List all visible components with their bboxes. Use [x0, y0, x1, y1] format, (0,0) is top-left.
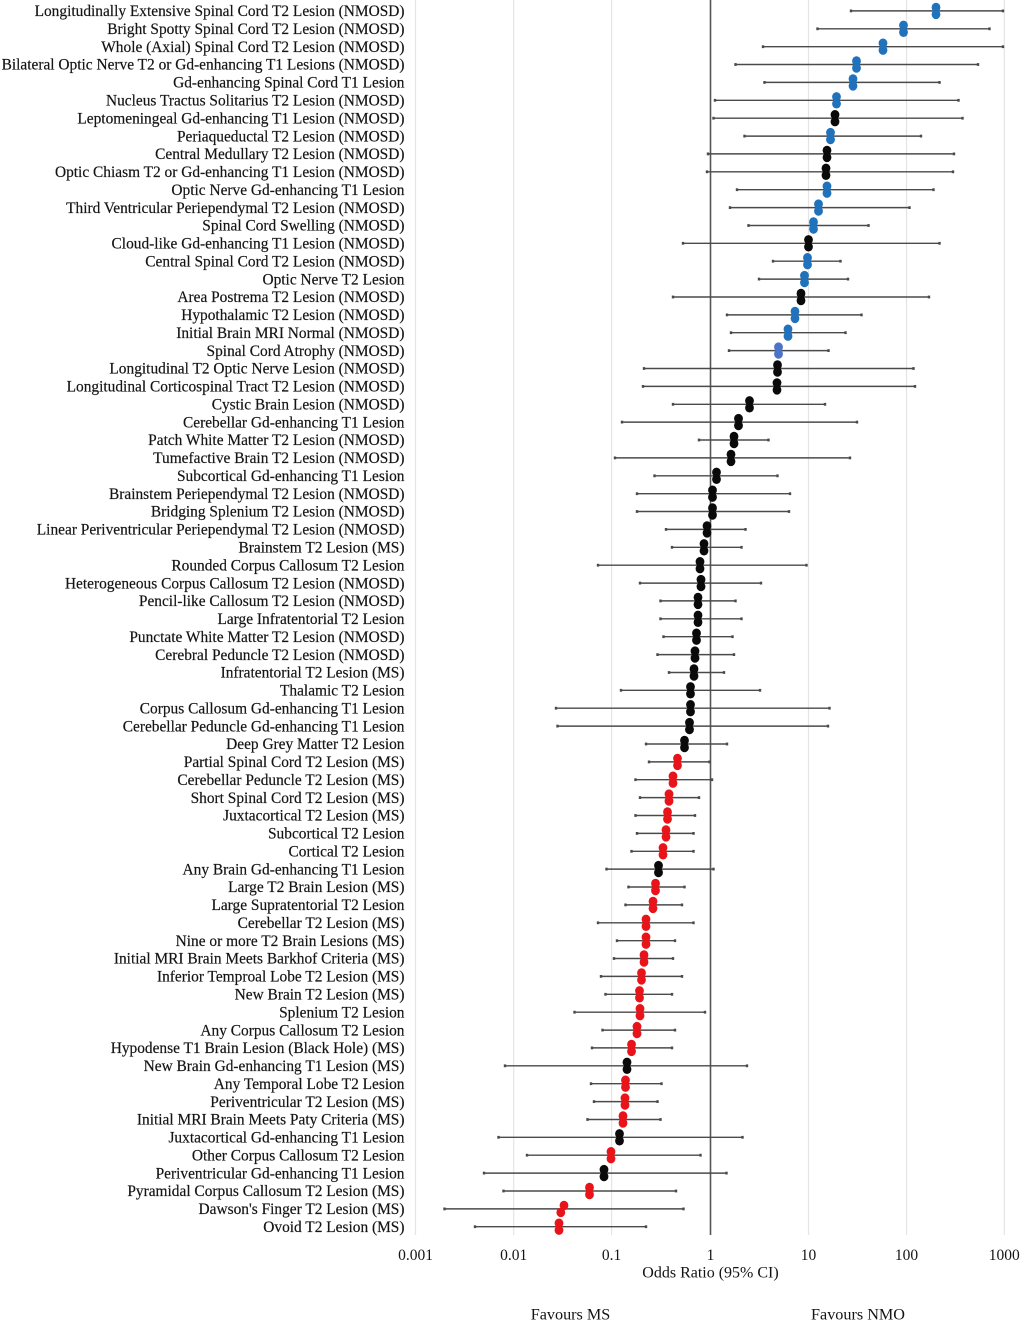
svg-text:1000: 1000	[989, 1247, 1020, 1264]
svg-text:0.01: 0.01	[500, 1247, 527, 1264]
svg-text:Cerebral Peduncle T2 Lesion (N: Cerebral Peduncle T2 Lesion (NMOSD)	[155, 647, 404, 664]
svg-text:Initial MRI Brain Meets Barkho: Initial MRI Brain Meets Barkhof Criteria…	[114, 951, 405, 968]
svg-text:Periventricular T2 Lesion (MS): Periventricular T2 Lesion (MS)	[210, 1094, 404, 1111]
svg-text:Optic Nerve Gd-enhancing T1 Le: Optic Nerve Gd-enhancing T1 Lesion	[171, 182, 404, 199]
svg-text:Initial Brain MRI Normal (NMOS: Initial Brain MRI Normal (NMOSD)	[176, 325, 404, 342]
svg-text:Longitudinal Corticospinal Tra: Longitudinal Corticospinal Tract T2 Lesi…	[67, 379, 405, 396]
svg-text:Cerebellar T2 Lesion (MS): Cerebellar T2 Lesion (MS)	[238, 915, 405, 932]
svg-text:Juxtacortical T2 Lesion (MS): Juxtacortical T2 Lesion (MS)	[223, 808, 404, 825]
svg-text:Rounded Corpus Callosum T2 Les: Rounded Corpus Callosum T2 Lesion	[171, 557, 404, 574]
svg-text:Periventricular Gd-enhancing T: Periventricular Gd-enhancing T1 Lesion	[156, 1165, 405, 1182]
svg-text:10: 10	[801, 1247, 817, 1264]
svg-text:Third Ventricular Periependyma: Third Ventricular Periependymal T2 Lesio…	[66, 200, 404, 217]
svg-text:New Brain Gd-enhancing T1 Lesi: New Brain Gd-enhancing T1 Lesion (MS)	[144, 1058, 405, 1075]
svg-text:Leptomeningeal Gd-enhancing T1: Leptomeningeal Gd-enhancing T1 Lesion (N…	[77, 110, 404, 127]
svg-text:Favours MS: Favours MS	[531, 1305, 611, 1323]
svg-text:Deep Grey Matter T2 Lesion: Deep Grey Matter T2 Lesion	[226, 736, 405, 753]
svg-text:Splenium T2 Lesion: Splenium T2 Lesion	[279, 1004, 405, 1021]
svg-text:Favours NMO: Favours NMO	[811, 1305, 905, 1323]
svg-text:1: 1	[707, 1247, 715, 1264]
svg-text:Cortical T2 Lesion: Cortical T2 Lesion	[289, 844, 405, 861]
svg-text:Any Temporal Lobe T2 Lesion: Any Temporal Lobe T2 Lesion	[214, 1076, 405, 1093]
svg-text:Spinal Cord Swelling (NMOSD): Spinal Cord Swelling (NMOSD)	[202, 218, 404, 235]
svg-text:Odds Ratio (95% CI): Odds Ratio (95% CI)	[642, 1265, 778, 1282]
svg-text:0.1: 0.1	[602, 1247, 621, 1264]
svg-text:Large Supratentorial T2 Lesion: Large Supratentorial T2 Lesion	[211, 897, 404, 914]
svg-text:Cystic Brain Lesion (NMOSD): Cystic Brain Lesion (NMOSD)	[212, 397, 405, 414]
svg-text:100: 100	[895, 1247, 919, 1264]
svg-text:Central Spinal Cord T2 Lesion: Central Spinal Cord T2 Lesion (NMOSD)	[145, 253, 404, 270]
svg-text:Punctate White Matter T2 Lesio: Punctate White Matter T2 Lesion (NMOSD)	[129, 629, 404, 646]
svg-text:Cerebellar Peduncle T2 Lesion: Cerebellar Peduncle T2 Lesion (MS)	[177, 772, 404, 789]
svg-text:Optic Chiasm T2 or Gd-enhancin: Optic Chiasm T2 or Gd-enhancing T1 Lesio…	[55, 164, 405, 181]
svg-text:Infratentorial T2 Lesion (MS): Infratentorial T2 Lesion (MS)	[221, 665, 405, 682]
svg-text:Hypothalamic T2 Lesion (NMOSD): Hypothalamic T2 Lesion (NMOSD)	[181, 307, 404, 324]
svg-text:Large T2 Brain Lesion (MS): Large T2 Brain Lesion (MS)	[228, 879, 404, 896]
svg-text:Nucleus Tractus Solitarius T2: Nucleus Tractus Solitarius T2 Lesion (NM…	[106, 93, 405, 110]
svg-text:Optic Nerve T2 Lesion: Optic Nerve T2 Lesion	[262, 271, 404, 288]
svg-text:Nine or more T2 Brain Lesions: Nine or more T2 Brain Lesions (MS)	[176, 933, 405, 950]
svg-text:Area Postrema T2 Lesion (NMOSD: Area Postrema T2 Lesion (NMOSD)	[177, 289, 404, 306]
svg-text:Cerebellar Peduncle Gd-enhanci: Cerebellar Peduncle Gd-enhancing T1 Lesi…	[123, 718, 405, 735]
svg-text:Cloud-like Gd-enhancing T1 Les: Cloud-like Gd-enhancing T1 Lesion (NMOSD…	[112, 236, 405, 253]
svg-text:Linear Periventricular Periepe: Linear Periventricular Periependymal T2 …	[37, 522, 405, 539]
svg-text:Pencil-like Callosum T2 Lesion: Pencil-like Callosum T2 Lesion (NMOSD)	[139, 593, 405, 610]
svg-text:Bridging Splenium T2 Lesion (N: Bridging Splenium T2 Lesion (NMOSD)	[151, 504, 405, 521]
svg-text:0.001: 0.001	[398, 1247, 433, 1264]
svg-text:Brainstem T2 Lesion (MS): Brainstem T2 Lesion (MS)	[238, 540, 404, 557]
svg-text:Spinal Cord Atrophy (NMOSD): Spinal Cord Atrophy (NMOSD)	[207, 343, 405, 360]
svg-text:Heterogeneous Corpus Callosum: Heterogeneous Corpus Callosum T2 Lesion …	[65, 575, 405, 592]
svg-text:Bright Spotty Spinal Cord T2 L: Bright Spotty Spinal Cord T2 Lesion (NMO…	[107, 21, 404, 38]
svg-text:Whole (Axial) Spinal Cord T2 L: Whole (Axial) Spinal Cord T2 Lesion (NMO…	[101, 39, 404, 56]
svg-text:Subcortical T2 Lesion: Subcortical T2 Lesion	[268, 826, 405, 843]
svg-text:Partial Spinal Cord T2 Lesion: Partial Spinal Cord T2 Lesion (MS)	[184, 754, 405, 771]
svg-text:Hypodense T1 Brain Lesion (Bla: Hypodense T1 Brain Lesion (Black Hole) (…	[111, 1040, 405, 1057]
svg-text:Ovoid T2 Lesion (MS): Ovoid T2 Lesion (MS)	[263, 1219, 404, 1236]
svg-text:Corpus Callosum Gd-enhancing T: Corpus Callosum Gd-enhancing T1 Lesion	[140, 700, 405, 717]
svg-text:Patch White Matter T2 Lesion (: Patch White Matter T2 Lesion (NMOSD)	[148, 432, 404, 449]
svg-text:Brainstem Periependymal T2 Les: Brainstem Periependymal T2 Lesion (NMOSD…	[109, 486, 405, 503]
svg-text:Dawson's Finger T2 Lesion (MS): Dawson's Finger T2 Lesion (MS)	[199, 1201, 405, 1218]
svg-text:Gd-enhancing Spinal Cord T1 Le: Gd-enhancing Spinal Cord T1 Lesion	[173, 75, 405, 92]
svg-text:New Brain T2 Lesion (MS): New Brain T2 Lesion (MS)	[235, 987, 405, 1004]
svg-text:Initial MRI Brain Meets Paty C: Initial MRI Brain Meets Paty Criteria (M…	[137, 1112, 405, 1129]
svg-text:Tumefactive Brain T2 Lesion (N: Tumefactive Brain T2 Lesion (NMOSD)	[153, 450, 404, 467]
svg-text:Longitudinal T2 Optic Nerve Le: Longitudinal T2 Optic Nerve Lesion (NMOS…	[109, 361, 404, 378]
svg-text:Short Spinal Cord T2 Lesion (M: Short Spinal Cord T2 Lesion (MS)	[191, 790, 405, 807]
svg-text:Juxtacortical Gd-enhancing T1: Juxtacortical Gd-enhancing T1 Lesion	[168, 1130, 404, 1147]
svg-text:Inferior Temproal Lobe T2 Lesi: Inferior Temproal Lobe T2 Lesion (MS)	[157, 969, 405, 986]
svg-text:Large Infratentorial T2 Lesion: Large Infratentorial T2 Lesion	[217, 611, 404, 628]
svg-text:Thalamic T2 Lesion: Thalamic T2 Lesion	[280, 683, 405, 700]
svg-text:Cerebellar Gd-enhancing T1 Les: Cerebellar Gd-enhancing T1 Lesion	[183, 414, 405, 431]
svg-text:Pyramidal Corpus Callosum T2 L: Pyramidal Corpus Callosum T2 Lesion (MS)	[127, 1183, 404, 1200]
svg-text:Longitudinally Extensive Spina: Longitudinally Extensive Spinal Cord T2 …	[35, 3, 405, 20]
svg-text:Periaqueductal T2 Lesion (NMOS: Periaqueductal T2 Lesion (NMOSD)	[177, 128, 405, 145]
svg-text:Any Brain Gd-enhancing T1 Lesi: Any Brain Gd-enhancing T1 Lesion	[183, 861, 405, 878]
svg-text:Central Medullary T2 Lesion (N: Central Medullary T2 Lesion (NMOSD)	[155, 146, 404, 163]
svg-text:Any Corpus Callosum T2 Lesion: Any Corpus Callosum T2 Lesion	[200, 1022, 404, 1039]
svg-text:Bilateral Optic Nerve T2 or Gd: Bilateral Optic Nerve T2 or Gd-enhancing…	[2, 57, 405, 74]
svg-text:Other Corpus Callosum T2 Lesio: Other Corpus Callosum T2 Lesion	[192, 1147, 405, 1164]
svg-text:Subcortical Gd-enhancing T1 Le: Subcortical Gd-enhancing T1 Lesion	[177, 468, 405, 485]
